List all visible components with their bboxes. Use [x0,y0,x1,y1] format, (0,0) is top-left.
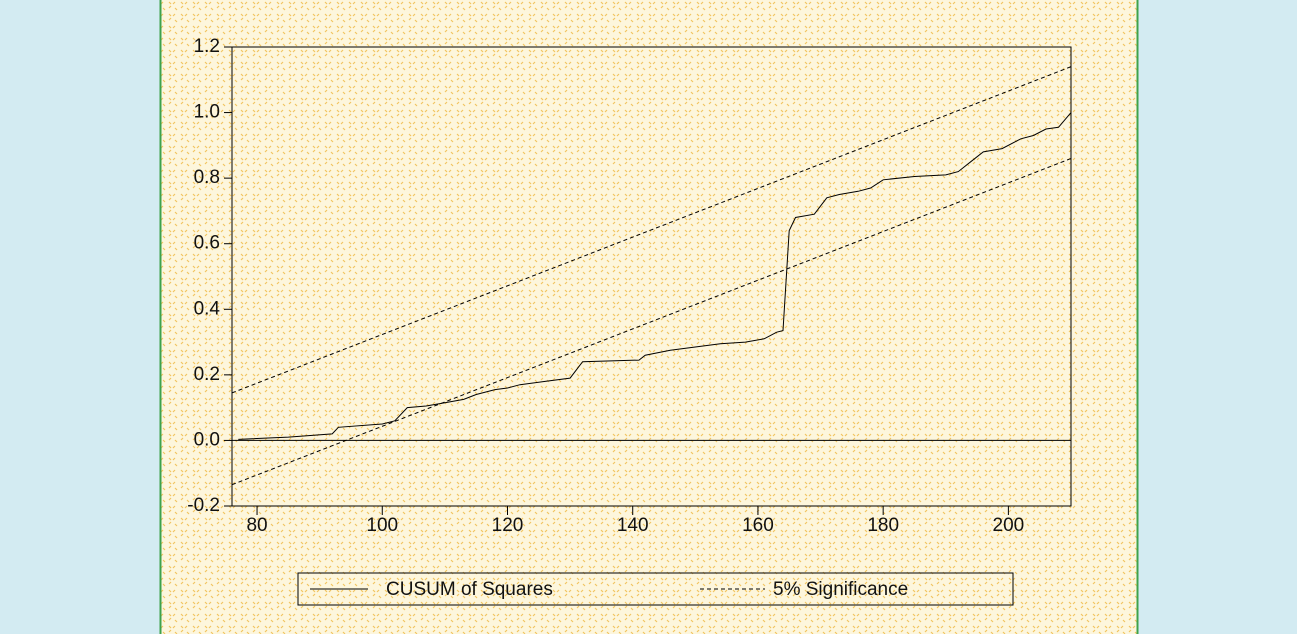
y-tick-label: 0.6 [194,233,220,254]
legend-label: 5% Significance [773,579,908,600]
y-tick-label: 0.8 [194,167,220,188]
x-tick-label: 100 [366,515,398,536]
y-tick-label: 0.2 [194,364,220,385]
x-tick-label: 200 [993,515,1025,536]
y-tick-label: 1.2 [194,36,220,57]
y-tick-label: 0.4 [194,298,221,319]
x-tick-label: 160 [742,515,774,536]
x-tick-label: 80 [246,515,267,536]
x-tick-label: 140 [617,515,649,536]
y-tick-label: 1.0 [194,102,220,123]
y-tick-label: -0.2 [187,495,220,516]
x-tick-label: 120 [492,515,524,536]
series-line [231,158,1072,486]
series-line [238,112,1072,440]
legend-box [297,572,1014,606]
legend-label: CUSUM of Squares [386,579,553,600]
y-tick-label: 0.0 [194,429,220,450]
series-line [231,66,1072,394]
x-tick-label: 180 [867,515,899,536]
panel [159,0,1139,634]
plot-frame [231,46,1072,507]
